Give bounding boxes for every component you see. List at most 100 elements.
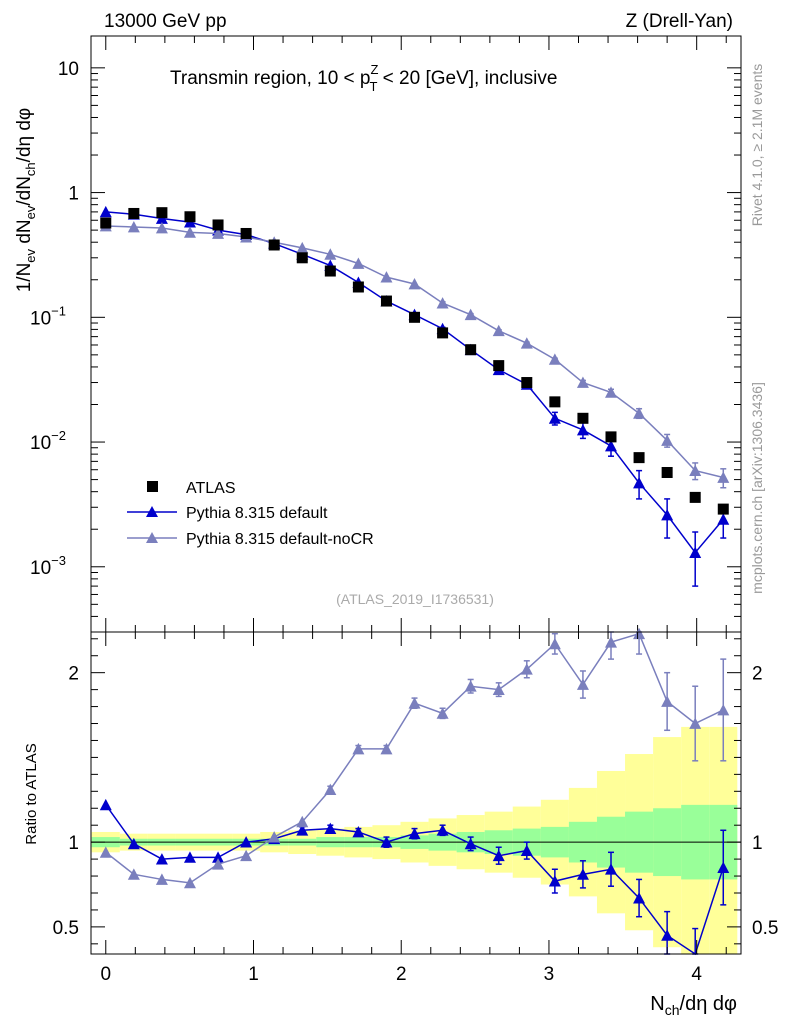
main-point-atlas [689, 491, 701, 503]
ratio-y-ticks: 0.5 0.5 1 1 2 2 [53, 638, 778, 945]
main-point-atlas [605, 431, 617, 443]
main-series [99, 205, 730, 587]
ratio-x-ticks: 0 1 2 3 4 [100, 632, 727, 985]
ratio-point-series-1 [212, 858, 225, 870]
ratio-point-series-0 [408, 827, 421, 840]
ratio-xlabel: Nch/dη dφ [650, 993, 737, 1018]
ratio-point-series-0 [324, 822, 337, 834]
main-point-atlas [409, 311, 421, 323]
main-point-series-2 [352, 257, 365, 269]
ratio-point-series-1 [492, 683, 505, 696]
main-point-atlas [268, 239, 280, 251]
ratio-point-series-1 [605, 636, 617, 648]
main-point-atlas [521, 377, 533, 389]
main-point-atlas [549, 396, 561, 408]
ratio-point-series-1 [689, 717, 702, 729]
ratio-point-series-0 [464, 837, 477, 850]
ratio-point-series-0 [296, 824, 309, 836]
main-point-atlas [156, 207, 168, 219]
ratio-point-series-1 [717, 703, 730, 716]
ratio-point-series-1 [380, 742, 393, 755]
main-point-series-1 [99, 205, 112, 218]
ratio-point-series-1 [548, 637, 561, 650]
main-point-series-2 [661, 434, 674, 446]
main-point-atlas [717, 503, 729, 515]
main-point-series-2 [127, 220, 140, 233]
main-point-series-1 [661, 509, 674, 521]
main-point-series-2 [520, 337, 533, 349]
main-point-series-2 [717, 471, 730, 483]
ratio-point-series-0 [436, 824, 449, 836]
legend-marker-nocr [146, 532, 158, 543]
ratio-point-series-0 [127, 837, 140, 850]
main-line-series-1 [105, 211, 724, 554]
ratio-x-tick-label: 3 [544, 964, 555, 985]
ratio-point-series-0 [633, 892, 646, 904]
ratio-y-tick-label-left: 1 [68, 833, 79, 854]
ratio-x-tick-label: 2 [396, 964, 407, 985]
ratio-point-series-0 [605, 863, 617, 875]
main-point-series-2 [605, 386, 617, 398]
main-y-tick-label: 10−3 [30, 553, 66, 579]
ratio-point-series-1 [155, 873, 168, 885]
main-point-series-1 [717, 513, 730, 525]
ratio-y-tick-label-left: 2 [68, 664, 79, 685]
main-point-atlas [465, 344, 477, 356]
ratio-point-series-1 [183, 876, 196, 889]
ratio-series [99, 627, 730, 956]
mcplots-label: mcplots.cern.ch [arXiv:1306.3436] [749, 382, 765, 594]
main-point-series-2 [155, 221, 168, 234]
main-y-tick-label: 1 [68, 184, 79, 205]
ratio-point-series-1 [240, 849, 253, 862]
ratio-point-series-1 [633, 627, 646, 640]
rivet-label: Rivet 4.1.0, ≥ 2.1M events [749, 64, 765, 227]
main-title: Transmin region, 10 < pZ T < 20 [GeV], in… [170, 62, 557, 94]
ratio-point-series-0 [380, 836, 393, 848]
main-point-series-1 [689, 546, 702, 558]
main-point-atlas [661, 466, 673, 478]
watermark: (ATLAS_2019_I1736531) [336, 591, 494, 607]
ratio-point-series-1 [436, 707, 449, 719]
main-point-atlas [128, 207, 140, 219]
main-panel: Transmin region, 10 < pZ T < 20 [GeV], in… [14, 35, 742, 633]
ratio-y-tick-label-right: 0.5 [752, 918, 778, 939]
main-point-atlas [240, 227, 252, 239]
ratio-point-series-0 [212, 851, 225, 863]
ratio-y-tick-label-right: 1 [752, 833, 763, 854]
main-point-series-2 [324, 248, 337, 260]
ratio-point-series-0 [492, 849, 505, 862]
ratio-point-series-1 [464, 680, 477, 692]
ratio-point-series-1 [127, 868, 140, 880]
main-point-atlas [352, 281, 364, 293]
main-point-atlas [577, 412, 589, 424]
main-ylabel: 1/Nev dNev/dNch/dη dφ [14, 108, 38, 293]
ratio-point-series-0 [548, 875, 561, 887]
main-point-atlas [437, 327, 449, 339]
ratio-point-series-0 [240, 836, 253, 848]
ratio-x-tick-label: 1 [248, 964, 259, 985]
ratio-point-series-1 [324, 783, 337, 796]
main-point-atlas [212, 219, 224, 231]
main-point-series-2 [183, 226, 196, 238]
ratio-y-tick-label-left: 0.5 [53, 918, 79, 939]
main-point-series-2 [436, 297, 449, 309]
main-point-atlas [100, 217, 112, 229]
ratio-y-tick-label-right: 2 [752, 664, 763, 685]
legend-label-atlas: ATLAS [186, 480, 236, 497]
main-point-series-2 [633, 407, 646, 419]
ratio-point-series-0 [155, 853, 168, 865]
legend-label-nocr: Pythia 8.315 default-noCR [186, 531, 374, 548]
ratio-point-series-0 [717, 861, 730, 873]
main-point-series-1 [548, 412, 561, 424]
ratio-point-series-0 [576, 868, 589, 880]
ratio-point-series-1 [352, 742, 365, 755]
ratio-point-series-0 [661, 929, 674, 941]
main-point-series-2 [296, 241, 309, 254]
main-y-tick-label: 10−1 [30, 303, 66, 329]
main-point-atlas [324, 265, 336, 277]
ratio-panel: 0.5 0.5 1 1 2 2 0 1 2 3 4 Ratio to ATLAS Nch/dη d… [23, 627, 778, 1018]
main-point-series-2 [548, 353, 561, 365]
main-point-series-2 [380, 271, 393, 283]
main-point-series-2 [212, 227, 225, 239]
